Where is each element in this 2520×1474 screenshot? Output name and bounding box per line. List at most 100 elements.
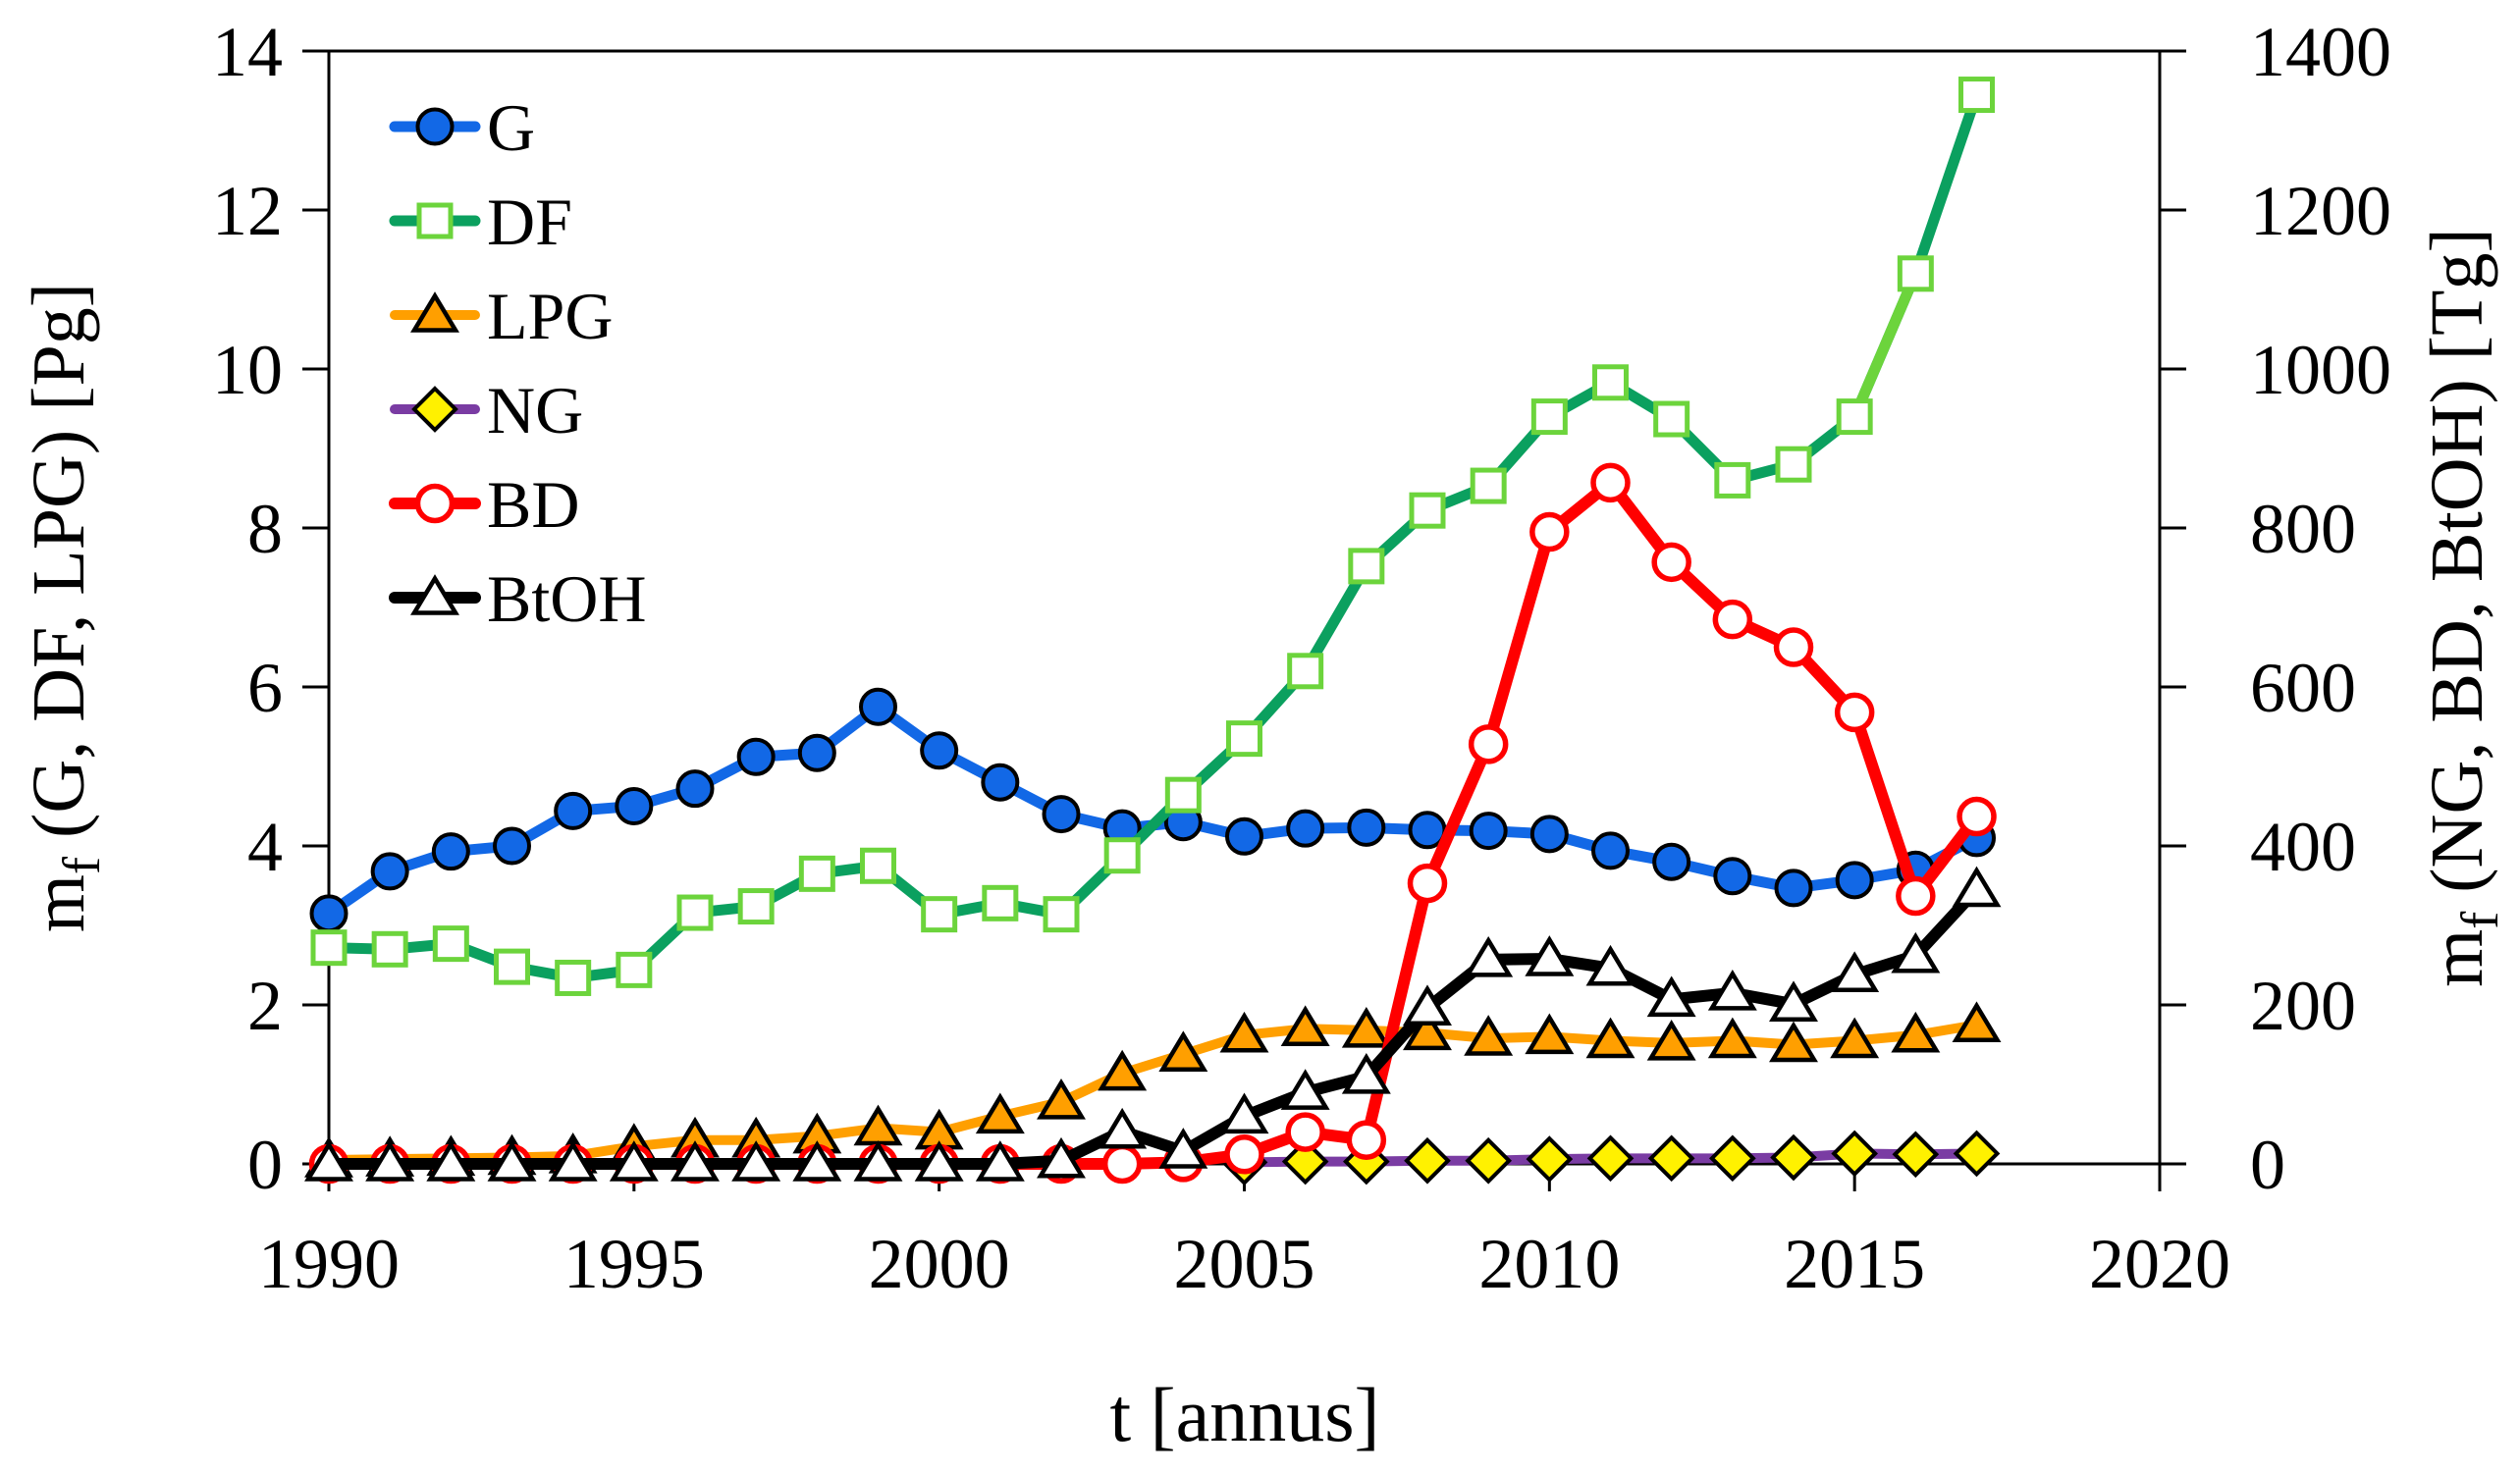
series-DF-marker — [1836, 398, 1873, 436]
right-axis-tick-label: 800 — [2250, 490, 2356, 568]
series-BD-marker — [1651, 542, 1691, 583]
series-DF-marker — [1226, 720, 1262, 758]
x-axis-tick-label: 1995 — [563, 1225, 705, 1303]
series-LPG-marker — [975, 1092, 1025, 1134]
series-BD-marker — [1407, 863, 1448, 904]
legend-label-BD: BD — [487, 467, 579, 542]
series-DF-marker — [616, 951, 653, 988]
legend-item-BtOH: BtOH — [389, 561, 646, 636]
series-LPG-line — [324, 1020, 1982, 1165]
left-axis-tick-label: 6 — [247, 649, 283, 727]
series-DF-marker — [1287, 653, 1324, 690]
series-NG-marker — [1526, 1135, 1574, 1183]
left-axis-tick-label: 4 — [247, 808, 283, 886]
series-G-marker — [1042, 795, 1081, 834]
series-DF-marker — [1164, 776, 1202, 814]
series-DF-marker — [798, 855, 835, 892]
series-BtOH-marker — [792, 1140, 842, 1182]
series-G-marker — [675, 769, 715, 809]
series-DF-marker — [982, 884, 1019, 921]
x-axis-tick-label: 2020 — [2089, 1225, 2230, 1303]
series-DF-marker — [1653, 400, 1690, 438]
series-G-marker — [1286, 809, 1325, 848]
series-BtOH-marker — [975, 1140, 1025, 1182]
legend-marker-NG-icon — [411, 386, 458, 433]
series-BtOH-marker — [1219, 1092, 1269, 1134]
series-BD-marker — [1224, 1134, 1264, 1175]
right-axis-tick-label: 1200 — [2250, 172, 2391, 250]
series-BtOH-marker — [731, 1140, 781, 1182]
series-NG-marker — [1892, 1131, 1940, 1179]
series-G-marker — [493, 826, 531, 866]
series-LPG-marker — [1219, 1011, 1269, 1053]
series-BD-marker — [1101, 1143, 1143, 1184]
series-NG-marker — [1647, 1134, 1695, 1183]
series-LPG-marker — [1098, 1049, 1148, 1091]
series-G-marker — [554, 791, 593, 830]
legend-item-G: G — [389, 90, 535, 165]
series-BtOH-marker — [304, 1140, 353, 1182]
series-NG-marker — [1465, 1136, 1512, 1184]
series-BD-marker — [1590, 462, 1631, 503]
series-BtOH-marker — [1769, 980, 1818, 1022]
series-NG-marker — [1586, 1134, 1635, 1183]
series-NG-marker — [1281, 1137, 1329, 1185]
series-BtOH-marker — [1464, 935, 1514, 977]
series-DF-marker — [1775, 446, 1812, 483]
series-BD-marker — [1896, 875, 1936, 917]
left-axis-tick-label: 10 — [212, 331, 283, 409]
series-BtOH-marker — [853, 1140, 903, 1182]
series-LPG-marker — [1403, 1009, 1452, 1051]
series-DF-marker — [371, 930, 408, 968]
series-BtOH-marker — [1830, 951, 1880, 992]
series-BtOH-marker — [365, 1140, 415, 1182]
legend-label-BtOH: BtOH — [487, 561, 646, 636]
series-BtOH-marker — [1280, 1069, 1330, 1110]
legend-marker-DF-icon — [416, 202, 454, 239]
legend-item-NG: NG — [390, 373, 583, 447]
series-DF-line — [323, 89, 1982, 983]
series-G-marker — [920, 731, 959, 770]
series-BtOH — [304, 866, 2002, 1182]
series-BD-marker — [1773, 627, 1814, 667]
series-DF-marker — [860, 847, 896, 884]
series-BtOH-marker — [1341, 1053, 1391, 1094]
series-DF — [310, 77, 1995, 996]
series-BtOH-marker — [1646, 975, 1696, 1018]
series-G-marker — [1652, 842, 1691, 881]
series-DF-marker — [1714, 461, 1751, 499]
series-DF-marker — [310, 929, 348, 967]
series-LPG-marker — [1646, 1020, 1696, 1061]
series-DF-marker — [1043, 896, 1080, 933]
series-DF-highlight-segment — [1849, 268, 1921, 423]
series-G-marker — [797, 733, 836, 772]
series-BD-marker — [1468, 724, 1509, 764]
series-LPG-marker — [1525, 1013, 1575, 1055]
right-axis-tick-label: 0 — [2250, 1126, 2285, 1204]
series-BD-marker — [1346, 1120, 1387, 1160]
legend-marker-BD-icon — [414, 483, 456, 524]
series-G-marker — [309, 894, 349, 933]
series-DF-marker — [1348, 548, 1385, 585]
x-axis-tick-label: 2010 — [1478, 1225, 1620, 1303]
series-NG-marker — [1404, 1136, 1451, 1184]
series-LPG-marker — [1707, 1017, 1757, 1059]
series-LPG-marker — [1158, 1030, 1208, 1072]
series-G — [309, 687, 1996, 933]
series-DF-marker — [1409, 492, 1446, 529]
series-BtOH-marker — [1403, 984, 1452, 1026]
series-G-marker — [1713, 857, 1752, 896]
series-BtOH-marker — [670, 1140, 720, 1182]
legend-item-LPG: LPG — [390, 279, 613, 353]
series-NG-marker — [1770, 1133, 1817, 1182]
series-G-marker — [1774, 869, 1813, 908]
series-BtOH-marker — [548, 1140, 598, 1182]
series-DF-marker — [1897, 255, 1934, 292]
series-DF-marker — [737, 888, 775, 925]
series-G-marker — [1591, 831, 1630, 870]
right-axis-tick-label: 200 — [2250, 967, 2356, 1045]
series-DF-marker — [432, 925, 469, 963]
series-BtOH-marker — [1098, 1107, 1148, 1149]
x-axis-tick-label: 2015 — [1784, 1225, 1925, 1303]
series-BD-marker — [1712, 599, 1753, 640]
